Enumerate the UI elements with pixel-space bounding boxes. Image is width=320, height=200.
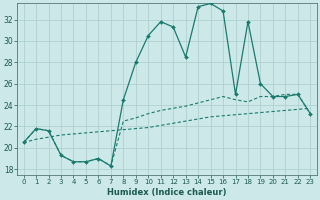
X-axis label: Humidex (Indice chaleur): Humidex (Indice chaleur) bbox=[107, 188, 227, 197]
